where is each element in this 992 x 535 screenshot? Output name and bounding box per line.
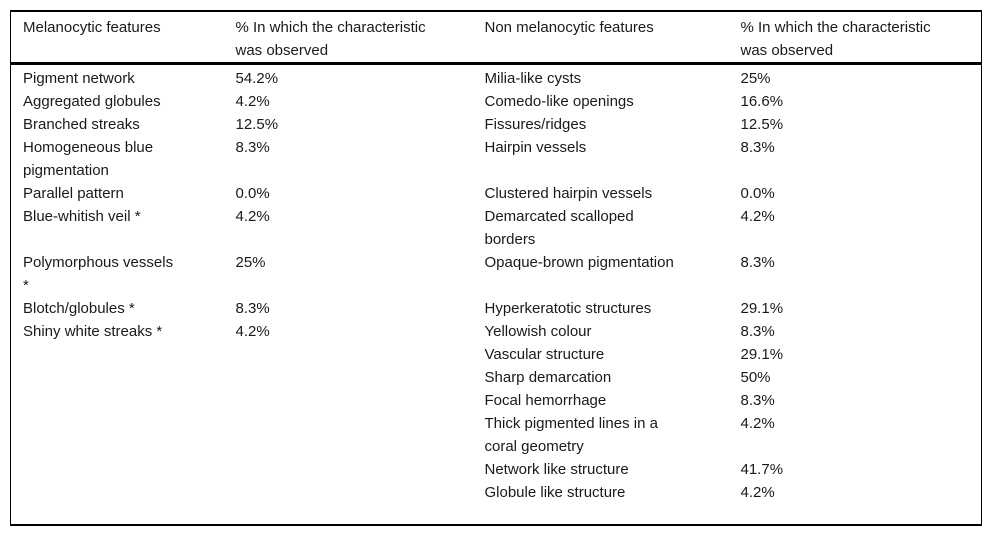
table-cell <box>11 389 236 412</box>
table-cell: Hyperkeratotic structures <box>484 300 652 317</box>
table-cell: 8.3% <box>740 392 775 409</box>
table-cell: 16.6% <box>740 93 784 110</box>
table-cell: Blue-whitish veil * <box>23 208 141 225</box>
table-cell: 0.0% <box>740 185 775 202</box>
table-cell <box>236 412 485 458</box>
table-cell <box>236 481 485 525</box>
table-cell: 8.3% <box>740 139 775 156</box>
table-cell: 41.7% <box>740 461 784 478</box>
table-cell: Milia-like cysts <box>484 70 582 87</box>
table-cell <box>11 366 236 389</box>
table-cell: 29.1% <box>740 346 784 363</box>
column-header-melanocytic-features: Melanocytic features <box>10 11 236 65</box>
table-cell: 4.2% <box>235 208 270 225</box>
table-cell: 8.3% <box>740 254 775 271</box>
table-row: Blue-whitish veil * 4.2% Demarcated scal… <box>11 205 982 251</box>
features-table-container: Melanocytic features % In which the char… <box>10 10 982 526</box>
table-cell: Globule like structure <box>484 484 626 501</box>
table-cell <box>11 458 236 481</box>
table-cell: Hairpin vessels <box>484 139 587 156</box>
table-cell: 0.0% <box>235 185 270 202</box>
table-row: Homogeneous blue pigmentation 8.3% Hairp… <box>11 136 982 182</box>
column-header-nonmelanocytic-percent: % In which the characteristic was observ… <box>740 11 982 65</box>
table-cell <box>236 458 485 481</box>
table-cell: 4.2% <box>740 208 775 225</box>
table-row: Branched streaks 12.5% Fissures/ridges 1… <box>11 113 982 136</box>
table-cell: 8.3% <box>235 139 270 156</box>
table-cell <box>11 412 236 458</box>
table-cell <box>236 389 485 412</box>
table-cell: Parallel pattern <box>23 185 124 202</box>
table-cell: Polymorphous vessels * <box>23 254 174 294</box>
table-row: Polymorphous vessels * 25% Opaque-brown … <box>11 251 982 297</box>
table-cell: 4.2% <box>740 415 775 432</box>
table-cell: Thick pigmented lines in a coral geometr… <box>484 415 658 455</box>
table-cell: Clustered hairpin vessels <box>484 185 653 202</box>
table-cell: Vascular structure <box>484 346 605 363</box>
table-row: Shiny white streaks * 4.2% Yellowish col… <box>11 320 982 343</box>
table-row: Vascular structure 29.1% <box>11 343 982 366</box>
table-header: Melanocytic features % In which the char… <box>10 11 982 65</box>
header-row: Melanocytic features % In which the char… <box>10 11 982 65</box>
table-row: Parallel pattern 0.0% Clustered hairpin … <box>11 182 982 205</box>
table-cell: 29.1% <box>740 300 784 317</box>
table-row: Focal hemorrhage 8.3% <box>11 389 982 412</box>
column-header-melanocytic-percent: % In which the characteristic was observ… <box>235 11 485 65</box>
table-cell: 4.2% <box>235 93 270 110</box>
table-cell <box>236 343 485 366</box>
table-cell: Network like structure <box>484 461 629 478</box>
table-cell: 8.3% <box>235 300 270 317</box>
table-cell: Sharp demarcation <box>484 369 612 386</box>
table-cell: 8.3% <box>740 323 775 340</box>
table-cell: Blotch/globules * <box>23 300 135 317</box>
table-cell: 25% <box>740 70 771 87</box>
table-row: Globule like structure 4.2% <box>11 481 982 525</box>
table-cell: Demarcated scalloped borders <box>484 208 634 248</box>
table-row: Blotch/globules * 8.3% Hyperkeratotic st… <box>11 297 982 320</box>
table-cell: 25% <box>235 254 266 271</box>
table-row: Pigment network 54.2% Milia-like cysts 2… <box>11 64 982 91</box>
table-cell: Homogeneous blue pigmentation <box>23 139 154 179</box>
table-row: Thick pigmented lines in a coral geometr… <box>11 412 982 458</box>
table-row: Aggregated globules 4.2% Comedo-like ope… <box>11 90 982 113</box>
table-cell: Branched streaks <box>23 116 140 133</box>
table-cell: Focal hemorrhage <box>484 392 607 409</box>
table-cell: Opaque-brown pigmentation <box>484 254 674 271</box>
table-cell: Aggregated globules <box>23 93 161 110</box>
table-cell <box>11 481 236 525</box>
table-cell: Pigment network <box>23 70 135 87</box>
table-cell: 4.2% <box>235 323 270 340</box>
column-header-nonmelanocytic-features: Non melanocytic features <box>484 11 741 65</box>
table-cell: 50% <box>740 369 771 386</box>
table-cell: 4.2% <box>740 484 775 501</box>
table-row: Network like structure 41.7% <box>11 458 982 481</box>
table-cell: Shiny white streaks * <box>23 323 163 340</box>
table-cell: Fissures/ridges <box>484 116 587 133</box>
table-body: Pigment network 54.2% Milia-like cysts 2… <box>11 64 982 526</box>
table-cell <box>11 343 236 366</box>
table-cell: 54.2% <box>235 70 279 87</box>
table-cell: 12.5% <box>235 116 279 133</box>
table-row: Sharp demarcation 50% <box>11 366 982 389</box>
table-cell: 12.5% <box>740 116 784 133</box>
features-table: Melanocytic features % In which the char… <box>10 10 982 526</box>
table-cell <box>236 366 485 389</box>
table-cell: Yellowish colour <box>484 323 592 340</box>
table-cell: Comedo-like openings <box>484 93 634 110</box>
